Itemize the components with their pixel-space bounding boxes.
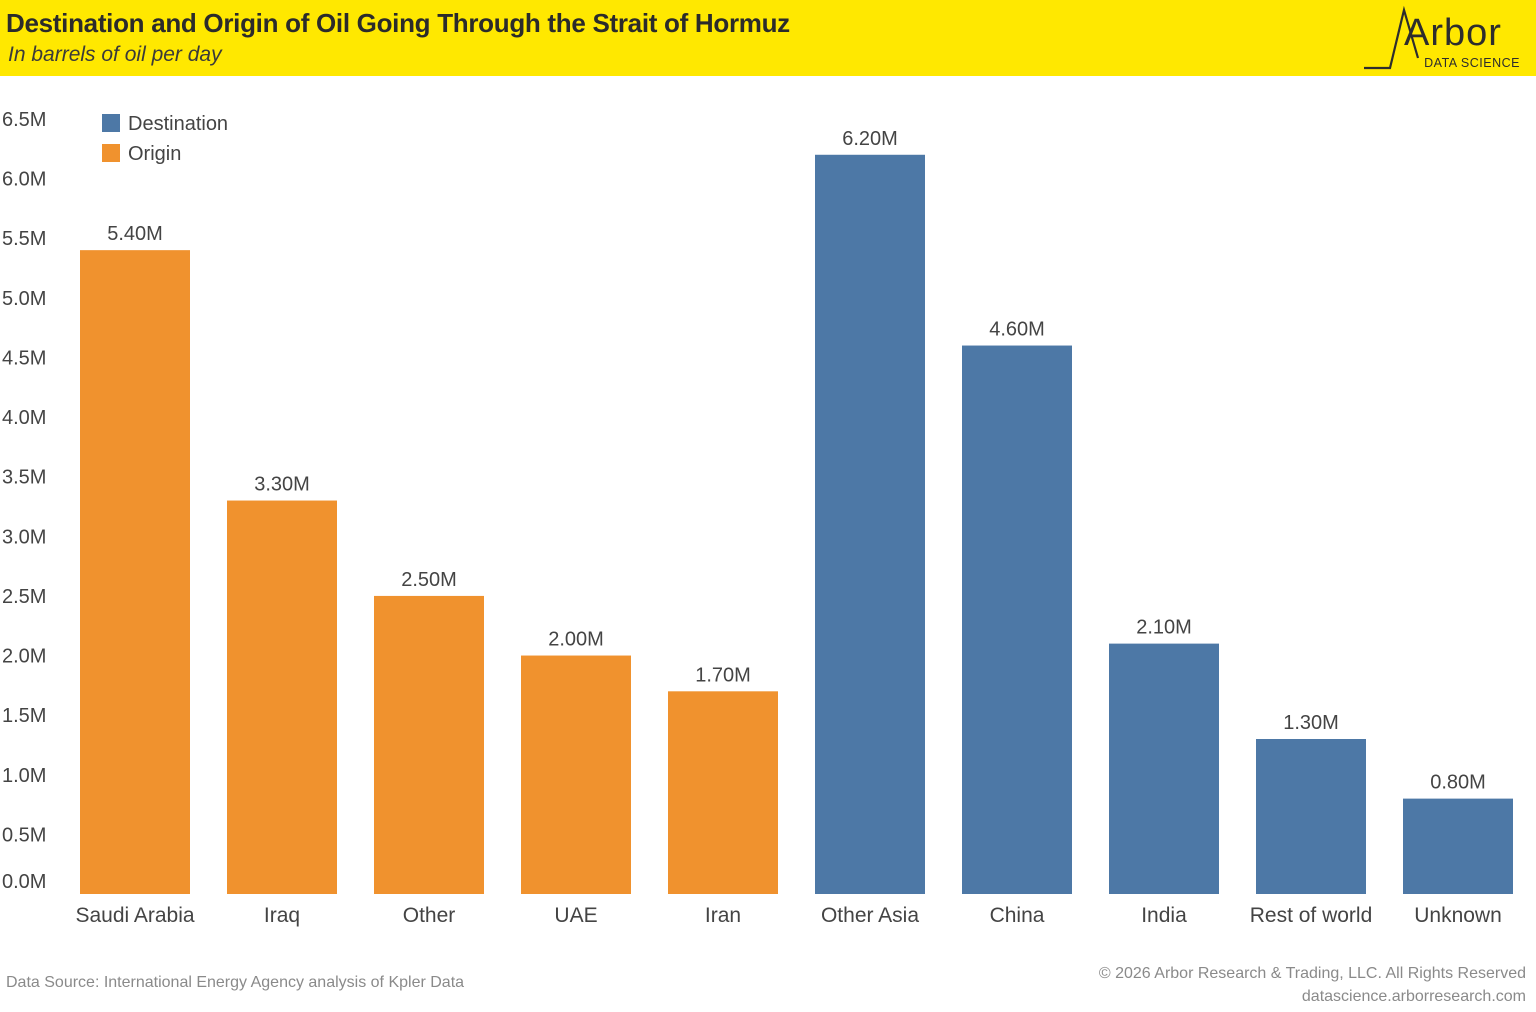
bar [962, 345, 1072, 894]
data-label: 1.30M [1283, 712, 1339, 734]
y-tick-label: 1.0M [2, 765, 46, 787]
data-label: 5.40M [107, 223, 163, 245]
copyright-text: © 2026 Arbor Research & Trading, LLC. Al… [1098, 965, 1526, 982]
legend-label: Destination [128, 113, 228, 135]
x-tick-label: Other [403, 904, 456, 927]
x-tick-label: Rest of world [1250, 904, 1373, 927]
legend-swatch [102, 144, 120, 162]
logo-word: Arbor [1404, 12, 1502, 54]
y-tick-label: 1.5M [2, 705, 46, 727]
y-tick-label: 2.5M [2, 586, 46, 608]
data-label: 2.50M [401, 569, 457, 591]
x-tick-label: Other Asia [821, 904, 919, 927]
y-tick-label: 4.0M [2, 407, 46, 429]
y-tick-label: 3.5M [2, 467, 46, 489]
data-label: 6.20M [842, 128, 898, 150]
x-tick-label: Iran [705, 904, 741, 927]
data-label: 0.80M [1430, 772, 1486, 794]
data-label: 4.60M [989, 319, 1045, 341]
logo-line-icon [1364, 5, 1420, 70]
y-tick-label: 6.5M [2, 109, 46, 131]
x-tick-label: India [1141, 904, 1187, 927]
y-tick-label: 5.0M [2, 288, 46, 310]
header-banner: Destination and Origin of Oil Going Thro… [0, 0, 1536, 76]
bar [815, 154, 925, 894]
chart-title: Destination and Origin of Oil Going Thro… [6, 8, 790, 38]
y-tick-label: 0.0M [2, 871, 46, 893]
data-label: 3.30M [254, 474, 310, 496]
y-tick-label: 6.0M [2, 169, 46, 191]
x-tick-label: Iraq [264, 904, 300, 927]
y-tick-label: 4.5M [2, 347, 46, 369]
x-tick-label: China [990, 904, 1045, 927]
bar [227, 500, 337, 894]
copyright-block: © 2026 Arbor Research & Trading, LLC. Al… [1099, 962, 1526, 1008]
bar-chart: 0.0M 0.5M 1.0M 1.5M 2.0M 2.5M 3.0M 3.5M 4.0M 4.5M… [2, 109, 1513, 927]
x-tick-label: Saudi Arabia [75, 904, 194, 927]
y-tick-label: 3.0M [2, 526, 46, 548]
y-tick-label: 2.0M [2, 646, 46, 668]
bar [374, 595, 484, 894]
x-tick-label: Unknown [1414, 904, 1502, 927]
data-source-note: Data Source: International Energy Agency… [6, 974, 465, 991]
arbor-logo: Arbor DATA SCIENCE [1360, 4, 1530, 74]
bar [521, 655, 631, 894]
bar [1256, 739, 1366, 894]
bar [668, 691, 778, 894]
data-label: 2.10M [1136, 617, 1192, 639]
website-text: datascience.arborresearch.com [1301, 988, 1526, 1005]
data-label: 2.00M [548, 629, 604, 651]
logo-tagline: DATA SCIENCE [1424, 56, 1520, 70]
bar [1109, 643, 1219, 894]
chart-subtitle: In barrels of oil per day [8, 43, 222, 66]
y-tick-label: 5.5M [2, 228, 46, 250]
legend-label: Origin [128, 143, 181, 165]
y-tick-label: 0.5M [2, 824, 46, 846]
legend-swatch [102, 114, 120, 132]
data-label: 1.70M [695, 664, 751, 686]
bar [80, 250, 190, 895]
x-tick-label: UAE [554, 904, 597, 927]
bar [1403, 798, 1513, 894]
